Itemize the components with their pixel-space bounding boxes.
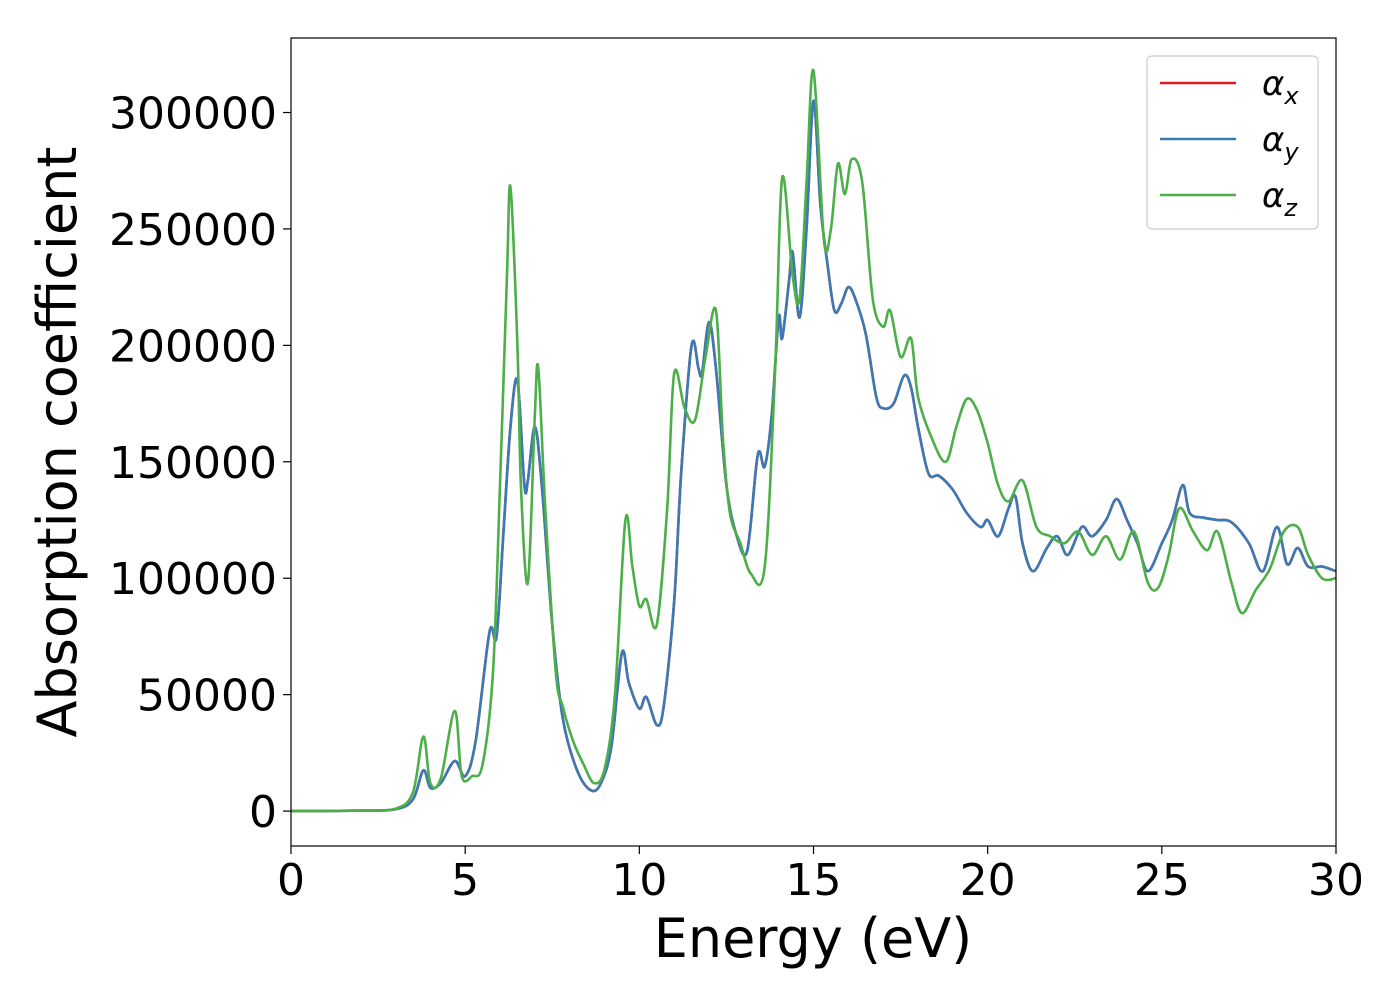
y-axis: 0 50000 100000 150000 200000 250000 300000 (109, 89, 291, 838)
y-axis-title: Absorption coefficient (26, 147, 89, 738)
legend-label-sub: y (1283, 138, 1299, 166)
series-line-y (291, 99, 1336, 813)
y-tick-label: 200000 (109, 321, 277, 372)
series-layer (291, 68, 1336, 813)
legend-label-y: αy (1262, 120, 1299, 166)
x-tick-label: 15 (786, 855, 842, 906)
x-tick-label: 20 (960, 855, 1016, 906)
legend-label-sub: x (1283, 82, 1299, 110)
y-tick-label: 0 (249, 787, 277, 838)
legend-label-z: αz (1262, 176, 1298, 222)
x-tick-label: 25 (1134, 855, 1190, 906)
x-axis: 0 5 10 15 20 25 30 (277, 846, 1364, 906)
legend-label-sub: z (1283, 194, 1298, 222)
x-tick-label: 10 (611, 855, 667, 906)
legend-label-base: α (1262, 64, 1284, 104)
y-tick-label: 300000 (109, 89, 277, 140)
legend-label-base: α (1262, 120, 1284, 160)
series-line-z (291, 68, 1336, 813)
x-tick-label: 5 (451, 855, 479, 906)
x-axis-title: Energy (eV) (654, 907, 973, 970)
y-tick-label: 250000 (109, 205, 277, 256)
x-tick-label: 0 (277, 855, 305, 906)
legend-box (1146, 55, 1319, 230)
y-tick-label: 50000 (137, 671, 277, 722)
y-tick-label: 150000 (109, 438, 277, 489)
legend-label-x: αx (1262, 64, 1299, 110)
x-tick-label: 30 (1308, 855, 1364, 906)
legend-label-base: α (1262, 176, 1284, 216)
y-tick-label: 100000 (109, 554, 277, 605)
